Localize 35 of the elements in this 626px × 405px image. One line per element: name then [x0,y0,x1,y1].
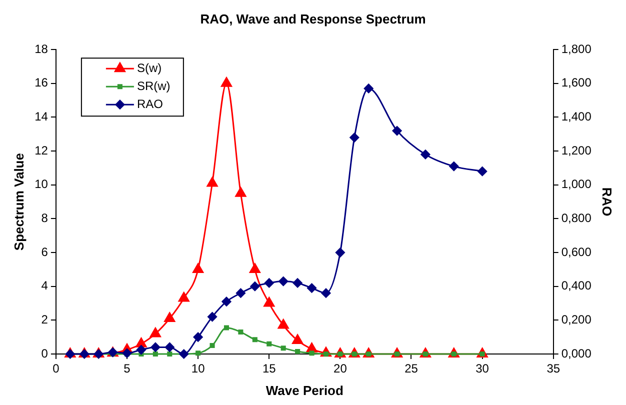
y-tick-label: 10 [34,177,48,192]
x-axis-title: Wave Period [266,382,344,398]
y-tick-label: 16 [34,76,48,90]
y2-tick-label: 0,800 [561,211,592,226]
x-tick-label: 10 [191,362,206,376]
y-tick-label: 2 [41,312,48,326]
x-tick-label: 30 [476,362,490,376]
y2-tick-label: 1,200 [561,143,592,158]
y-tick-label: 8 [41,211,48,226]
y2-tick-label: 1,800 [561,42,592,56]
y2-tick-label: 0,400 [561,278,592,293]
legend-label: RAO [136,96,163,111]
x-tick-label: 35 [546,362,560,376]
y2-tick-label: 1,400 [561,110,592,124]
legend-label: S(w) [136,60,162,75]
y-tick-label: 12 [34,143,48,158]
y-tick-label: 18 [34,42,48,56]
x-tick-label: 0 [52,362,60,376]
y2-tick-label: 1,000 [561,177,592,192]
y-tick-label: 6 [41,244,48,259]
y2-axis-title: RAO [600,187,615,216]
chart-title: RAO, Wave and Response Spectrum [200,11,426,26]
x-tick-label: 15 [262,362,276,376]
y2-tick-label: 0,200 [561,312,592,326]
y-tick-label: 14 [34,110,48,124]
y2-tick-label: 0,000 [561,346,592,360]
y-axis-title: Spectrum Value [11,153,26,251]
x-tick-label: 5 [124,362,131,376]
legend-label: SR(w) [136,78,170,93]
y2-tick-label: 0,600 [561,244,592,259]
y2-tick-label: 1,600 [561,76,592,90]
x-tick-label: 25 [404,362,418,376]
y-tick-label: 0 [41,346,48,360]
y-tick-label: 4 [41,278,48,293]
x-tick-label: 20 [334,362,348,376]
